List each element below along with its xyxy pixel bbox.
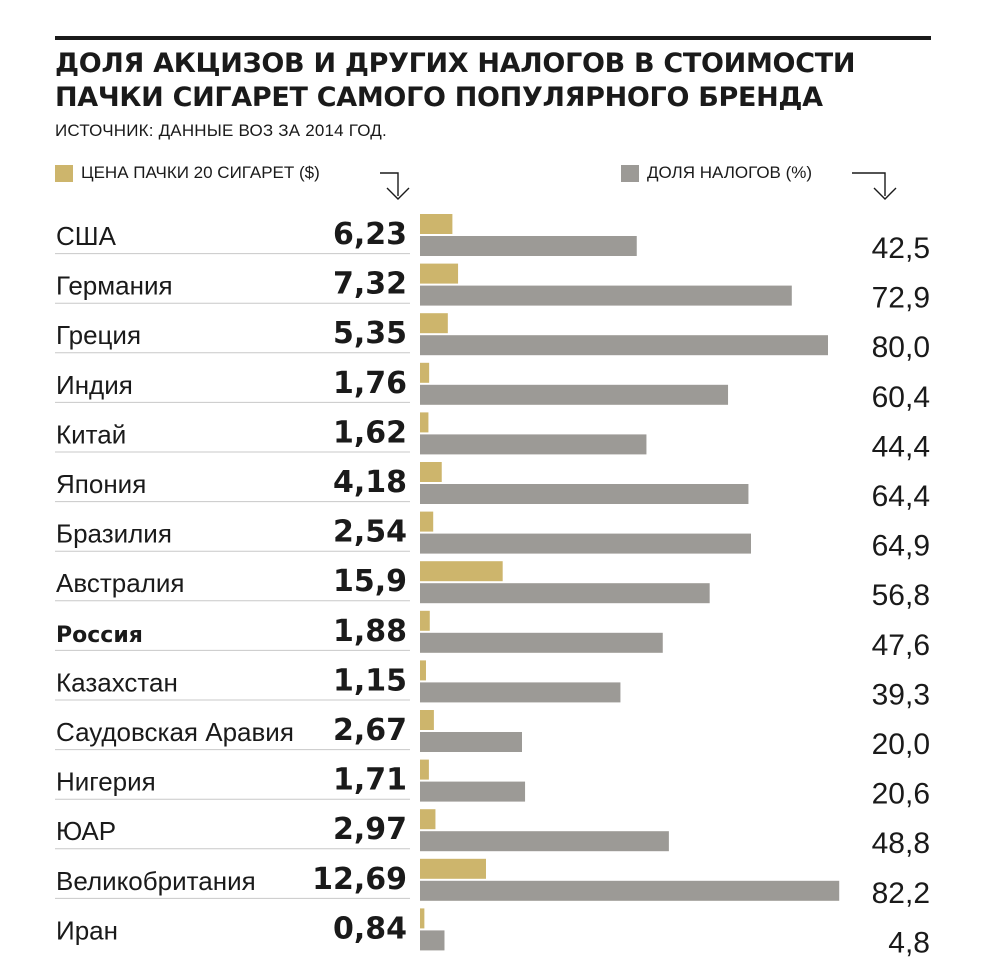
price-bar	[420, 412, 429, 433]
tax-share-bar	[420, 732, 522, 752]
tax-share-value-label: 44,4	[872, 430, 930, 463]
category-label: Греция	[56, 320, 141, 350]
legend-tax-label: ДОЛЯ НАЛОГОВ (%)	[647, 163, 813, 182]
tax-share-value-label: 47,6	[872, 629, 930, 662]
tax-share-bar	[420, 434, 647, 455]
price-value-label: 12,69	[312, 862, 407, 897]
title-line-1: ДОЛЯ АКЦИЗОВ И ДРУГИХ НАЛОГОВ В СТОИМОСТ…	[55, 48, 856, 79]
tax-share-value-label: 64,9	[872, 530, 930, 563]
price-arrow-icon	[380, 172, 410, 200]
price-bar	[420, 214, 453, 234]
chart-title: ДОЛЯ АКЦИЗОВ И ДРУГИХ НАЛОГОВ В СТОИМОСТ…	[55, 47, 935, 115]
tax-share-value-label: 56,8	[872, 579, 930, 612]
tax-share-bar	[420, 484, 749, 504]
category-label: Индия	[56, 370, 133, 400]
tax-share-value-label: 42,5	[872, 232, 930, 265]
price-bar	[420, 511, 434, 532]
category-label: Иран	[56, 915, 118, 945]
tax-share-value-label: 39,3	[872, 678, 930, 711]
price-bar	[420, 710, 434, 730]
category-label: Казахстан	[56, 667, 178, 697]
tax-share-value-label: 20,0	[872, 728, 930, 761]
price-bar	[420, 313, 448, 334]
tax-share-bar	[420, 533, 751, 554]
tax-share-value-label: 80,0	[872, 331, 930, 364]
price-value-label: 1,88	[333, 614, 407, 649]
source-note: ИСТОЧНИК: ДАННЫЕ ВОЗ ЗА 2014 ГОД.	[55, 121, 387, 140]
tax-share-value-label: 72,9	[872, 282, 930, 315]
price-value-label: 2,67	[333, 713, 407, 748]
price-bar	[420, 809, 436, 830]
legend-tax: ДОЛЯ НАЛОГОВ (%)	[621, 163, 812, 183]
category-label: ЮАР	[56, 816, 116, 846]
price-bar	[420, 362, 430, 383]
price-value-label: 4,18	[333, 465, 407, 500]
tax-share-bar	[420, 285, 792, 306]
price-value-label: 1,71	[333, 763, 407, 798]
tax-share-bar	[420, 880, 840, 901]
price-value-label: 1,15	[333, 663, 407, 698]
price-value-label: 2,54	[333, 515, 407, 550]
category-label: Япония	[56, 469, 146, 499]
price-value-label: 2,97	[333, 812, 407, 847]
tax-arrow-icon	[852, 172, 897, 200]
legend-price-label: ЦЕНА ПАЧКИ 20 СИГАРЕТ ($)	[81, 163, 320, 182]
price-value-label: 15,9	[333, 564, 407, 599]
category-label: Китай	[56, 419, 126, 449]
price-value-label: 5,35	[333, 316, 407, 351]
category-label: США	[56, 221, 117, 251]
price-value-label: 7,32	[333, 267, 407, 302]
price-bar	[420, 858, 486, 879]
tax-share-bar	[420, 335, 828, 356]
tax-share-bar	[420, 632, 663, 653]
tax-share-bar	[420, 583, 710, 604]
category-label: Бразилия	[56, 519, 172, 549]
tax-share-value-label: 20,6	[872, 778, 930, 811]
tax-share-bar	[420, 781, 526, 802]
price-bar	[420, 610, 430, 631]
tax-share-bar	[420, 682, 621, 703]
category-label: Нигерия	[56, 767, 156, 797]
price-value-label: 1,62	[333, 415, 407, 450]
legend-price: ЦЕНА ПАЧКИ 20 СИГАРЕТ ($)	[55, 163, 320, 183]
top-rule	[55, 36, 931, 40]
category-label: Саудовская Аравия	[56, 717, 294, 747]
tax-share-bar	[420, 831, 669, 852]
tax-share-value-label: 4,8	[888, 926, 930, 959]
legend-tax-swatch	[621, 164, 639, 182]
price-bar	[420, 263, 459, 284]
category-label: Великобритания	[56, 866, 256, 896]
category-label: Германия	[56, 271, 173, 301]
price-value-label: 6,23	[333, 217, 407, 252]
tax-share-bar	[420, 236, 637, 256]
tax-share-value-label: 64,4	[872, 480, 930, 513]
title-line-2: ПАЧКИ СИГАРЕТ САМОГО ПОПУЛЯРНОГО БРЕНДА	[55, 82, 823, 113]
price-bar	[420, 561, 503, 582]
price-bar	[420, 462, 442, 482]
price-bar	[420, 759, 429, 780]
category-label: Россия	[56, 623, 143, 648]
legend-price-swatch	[55, 164, 73, 182]
price-bar	[420, 908, 425, 929]
price-value-label: 0,84	[333, 911, 407, 946]
category-label: Австралия	[56, 568, 184, 598]
price-bar	[420, 660, 426, 681]
price-value-label: 1,76	[333, 366, 407, 401]
tax-share-bar	[420, 384, 729, 405]
tax-share-value-label: 60,4	[872, 381, 930, 414]
tax-share-bar	[420, 930, 445, 951]
tax-share-value-label: 82,2	[872, 877, 930, 910]
tax-share-value-label: 48,8	[872, 827, 930, 860]
